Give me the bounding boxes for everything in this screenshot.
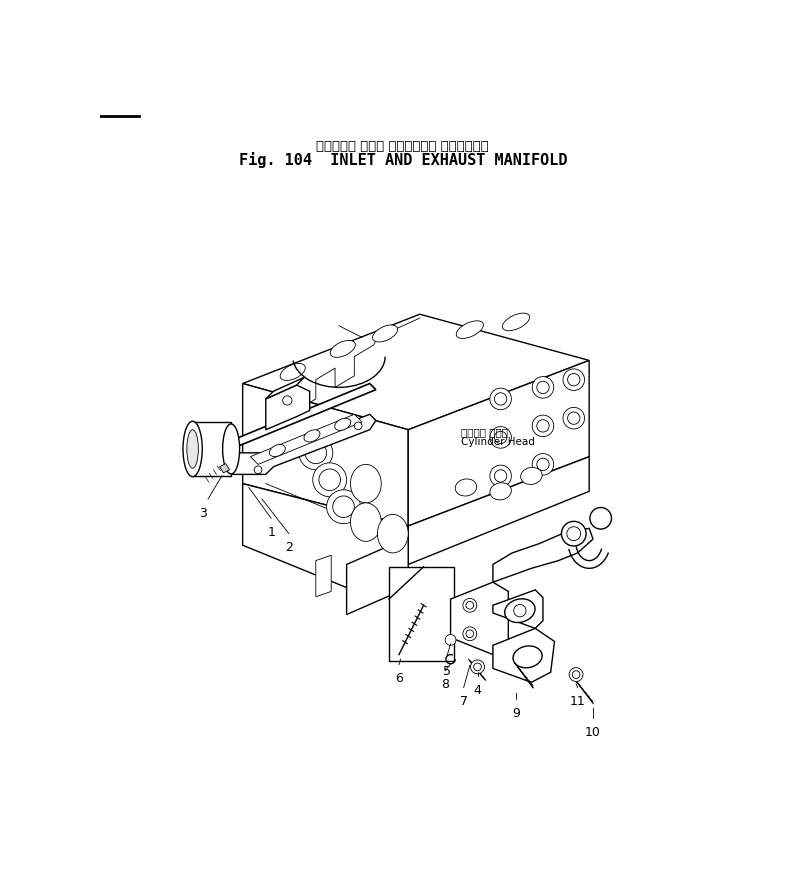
Polygon shape xyxy=(266,377,304,399)
Polygon shape xyxy=(408,456,590,564)
Circle shape xyxy=(463,598,477,612)
Ellipse shape xyxy=(502,313,530,330)
Circle shape xyxy=(563,408,585,429)
Ellipse shape xyxy=(373,325,398,342)
Polygon shape xyxy=(266,385,310,430)
Ellipse shape xyxy=(351,503,381,541)
Polygon shape xyxy=(408,361,590,526)
Polygon shape xyxy=(230,384,376,447)
Circle shape xyxy=(354,422,362,430)
Text: 5: 5 xyxy=(443,664,450,678)
Polygon shape xyxy=(193,422,231,476)
Text: 7: 7 xyxy=(460,696,468,709)
Polygon shape xyxy=(219,463,230,473)
Circle shape xyxy=(572,671,580,679)
Text: 6: 6 xyxy=(395,672,403,685)
Ellipse shape xyxy=(490,483,512,500)
Circle shape xyxy=(283,396,292,405)
Circle shape xyxy=(567,527,581,540)
Text: 9: 9 xyxy=(512,707,520,720)
Circle shape xyxy=(532,415,554,437)
Ellipse shape xyxy=(280,363,305,380)
Circle shape xyxy=(561,521,586,546)
Circle shape xyxy=(299,436,332,470)
Circle shape xyxy=(466,630,474,638)
Circle shape xyxy=(567,412,580,424)
Circle shape xyxy=(494,470,507,482)
Text: 11: 11 xyxy=(570,696,586,709)
Ellipse shape xyxy=(455,479,476,496)
Circle shape xyxy=(466,602,474,610)
Circle shape xyxy=(537,458,549,470)
Polygon shape xyxy=(493,528,593,582)
Text: 8: 8 xyxy=(441,679,449,691)
Circle shape xyxy=(514,604,526,617)
Polygon shape xyxy=(450,582,509,655)
Ellipse shape xyxy=(351,464,381,503)
Circle shape xyxy=(474,663,481,671)
Circle shape xyxy=(332,496,354,517)
Circle shape xyxy=(494,392,507,405)
Ellipse shape xyxy=(456,321,483,338)
Text: 4: 4 xyxy=(474,684,482,696)
Text: 2: 2 xyxy=(285,541,293,555)
Polygon shape xyxy=(347,538,408,615)
Text: 10: 10 xyxy=(585,727,601,739)
Ellipse shape xyxy=(377,515,408,553)
Polygon shape xyxy=(243,484,408,587)
Text: Fig. 104  INLET AND EXHAUST MANIFOLD: Fig. 104 INLET AND EXHAUST MANIFOLD xyxy=(239,152,567,168)
Circle shape xyxy=(327,490,361,524)
Circle shape xyxy=(490,427,512,448)
Circle shape xyxy=(532,454,554,475)
Circle shape xyxy=(319,469,340,491)
Circle shape xyxy=(537,381,549,393)
Circle shape xyxy=(254,466,262,474)
Text: 3: 3 xyxy=(199,507,207,520)
Circle shape xyxy=(494,431,507,444)
Text: 1: 1 xyxy=(267,526,275,539)
Ellipse shape xyxy=(183,421,202,477)
Ellipse shape xyxy=(187,430,198,468)
Polygon shape xyxy=(389,567,454,661)
Ellipse shape xyxy=(330,340,355,357)
Circle shape xyxy=(471,660,484,674)
Circle shape xyxy=(537,420,549,432)
Ellipse shape xyxy=(304,430,320,442)
Circle shape xyxy=(532,377,554,398)
Ellipse shape xyxy=(520,468,542,485)
Text: シリンダ ヘッド: シリンダ ヘッド xyxy=(461,427,508,438)
Circle shape xyxy=(305,442,327,463)
Text: Cylinder Head: Cylinder Head xyxy=(461,438,534,447)
Polygon shape xyxy=(230,415,376,474)
Polygon shape xyxy=(493,590,543,628)
Ellipse shape xyxy=(505,599,535,623)
Ellipse shape xyxy=(222,424,240,474)
Ellipse shape xyxy=(513,646,542,668)
Polygon shape xyxy=(243,384,408,526)
Circle shape xyxy=(563,369,585,391)
Ellipse shape xyxy=(335,418,351,431)
Polygon shape xyxy=(251,415,362,464)
Circle shape xyxy=(445,634,456,645)
Circle shape xyxy=(313,462,347,497)
Circle shape xyxy=(490,465,512,486)
Polygon shape xyxy=(493,628,554,682)
Circle shape xyxy=(567,374,580,385)
Polygon shape xyxy=(243,315,590,430)
Circle shape xyxy=(590,508,612,529)
Text: インレット および エキゾースト マニホールド: インレット および エキゾースト マニホールド xyxy=(317,140,489,153)
Circle shape xyxy=(463,626,477,641)
Circle shape xyxy=(569,668,583,681)
Polygon shape xyxy=(316,556,331,597)
Circle shape xyxy=(490,388,512,409)
Ellipse shape xyxy=(270,445,285,456)
